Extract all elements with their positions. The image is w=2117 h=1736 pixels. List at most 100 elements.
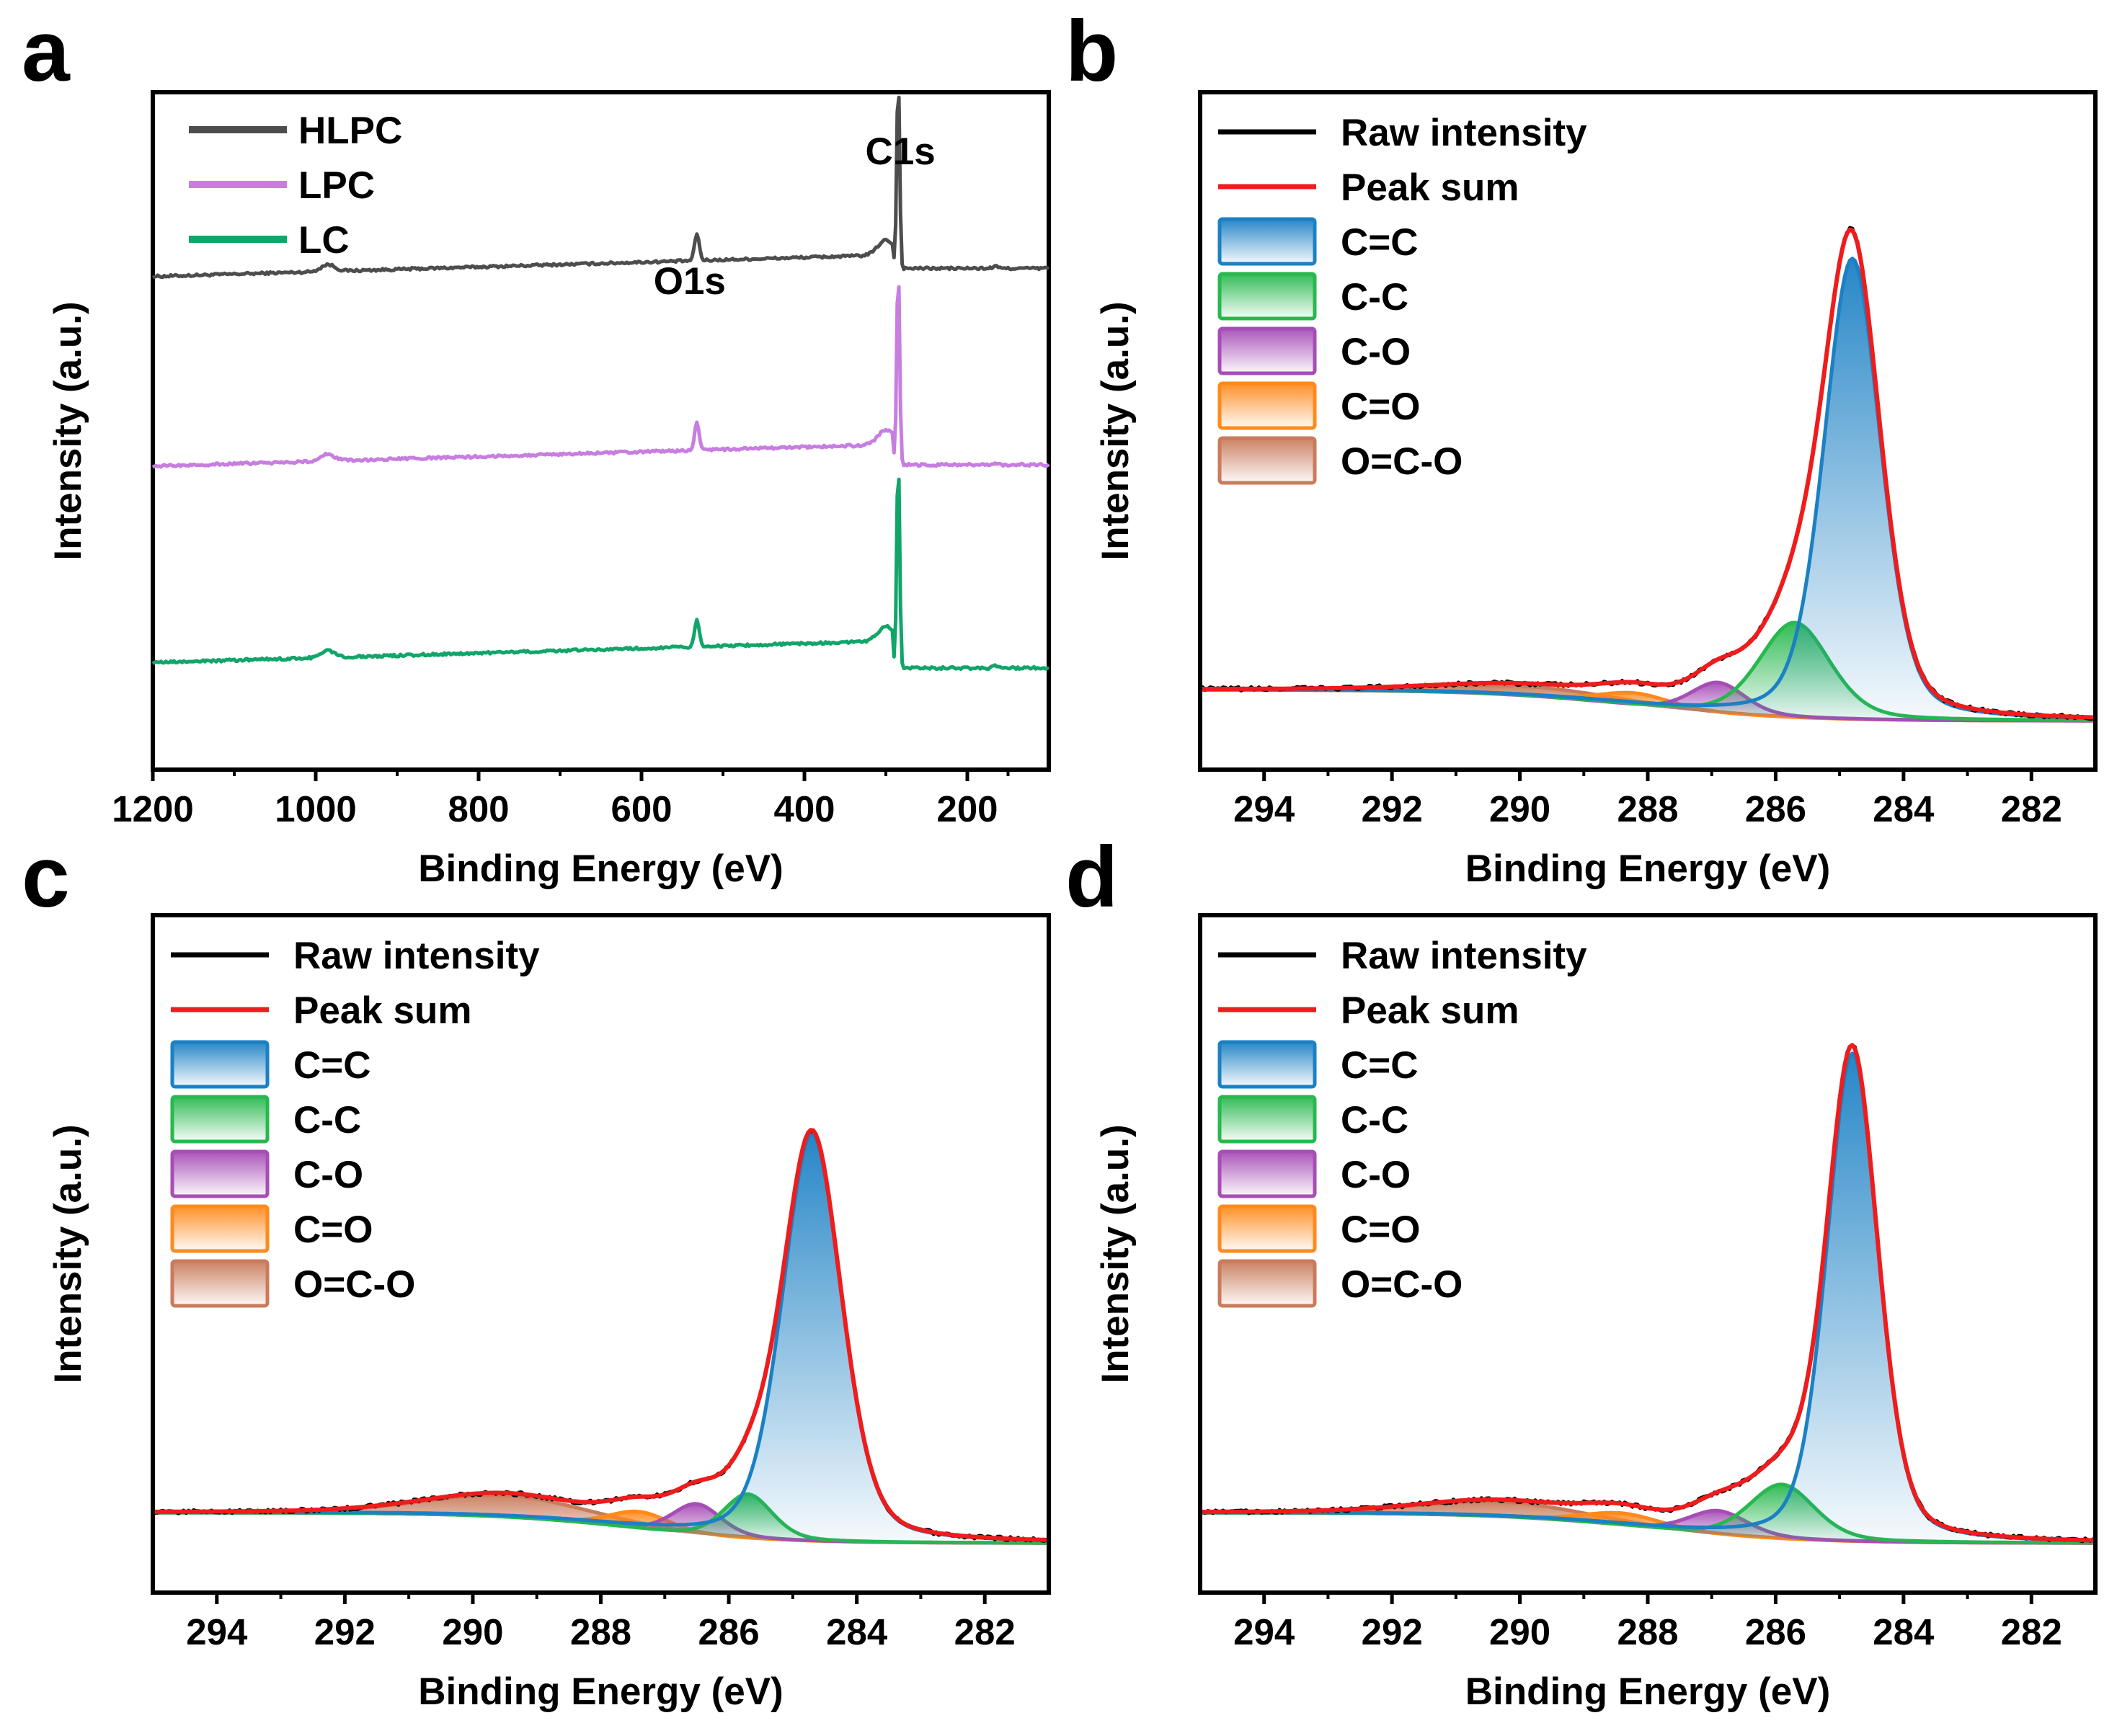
x-tick-label: 292 [314, 1611, 376, 1652]
annotation-o1s: O1s [654, 260, 726, 303]
legend-label-ceqc: C=C [1341, 1044, 1419, 1087]
x-tick-label: 292 [1362, 1611, 1423, 1652]
legend-label-c-c: C-C [293, 1099, 361, 1141]
x-tick-label: 286 [1745, 788, 1806, 829]
series-line-lc [151, 477, 1049, 672]
x-tick-label: 292 [1362, 788, 1423, 829]
x-tick-label: 290 [1489, 788, 1550, 829]
component-line-ceqc [1200, 1051, 2095, 1543]
legend-swatch-ceqc [1217, 217, 1317, 266]
x-tick-label: 200 [936, 788, 998, 829]
x-tick-label: 282 [2001, 788, 2062, 829]
x-tick-label: 284 [1873, 1611, 1935, 1652]
c1s-fit-panel-c: 294 292 290 288 286 284 282 Binding Energy (eV)… [47, 913, 1051, 1713]
legend-label-lc: LC [298, 219, 350, 262]
legend-label-oeqc-o: O=C-O [1341, 1263, 1463, 1306]
peak-sum-line [1200, 1043, 2096, 1543]
panel-letter-a: a [22, 3, 71, 99]
legend-swatch-c-o [1217, 1149, 1317, 1198]
x-tick-label: 284 [1873, 788, 1935, 829]
panel-letter-d: d [1065, 829, 1118, 925]
legend-swatch-c-o [170, 1149, 270, 1198]
x-tick-label: 290 [1489, 1611, 1550, 1652]
panel-letter-c: c [22, 829, 70, 925]
legend-label-ceqc: C=C [1341, 221, 1419, 264]
legend-swatch-oeqc-o [1217, 436, 1317, 485]
legend-label-raw-intensity: Raw intensity [1341, 935, 1587, 977]
legend-swatch-ceqo [1217, 1204, 1317, 1253]
peak-sum-line [1200, 227, 2096, 720]
legend-label-oeqc-o: O=C-O [1341, 440, 1463, 483]
legend-label-peak-sum: Peak sum [293, 989, 471, 1032]
plot-frame [151, 90, 1051, 772]
legend-label-ceqc: C=C [293, 1044, 371, 1087]
legend-swatch-ceqo [170, 1204, 270, 1253]
raw-intensity-line [152, 1128, 1049, 1543]
component-line-ceqc [1200, 257, 2096, 721]
x-tick-label: 290 [442, 1611, 503, 1652]
y-axis-title: Intensity (a.u.) [1094, 301, 1137, 560]
x-tick-label: 400 [773, 788, 835, 829]
legend-label-peak-sum: Peak sum [1341, 989, 1519, 1032]
plot-frame [1198, 913, 2098, 1595]
legend-label-raw-intensity: Raw intensity [293, 935, 540, 977]
x-tick-label: 288 [570, 1611, 631, 1652]
legend-label-c-o: C-O [1341, 331, 1411, 373]
legend-swatch-ceqc [170, 1040, 270, 1089]
x-tick-label: 288 [1617, 788, 1678, 829]
x-axis-title: Binding Energy (eV) [1465, 1670, 1830, 1713]
plot-frame [1198, 90, 2098, 772]
legend-label-ceqo: C=O [293, 1208, 373, 1251]
raw-intensity-line [1199, 1043, 2097, 1544]
x-tick-label: 294 [1233, 788, 1295, 829]
c1s-fit-panel-d: 294 292 290 288 286 284 282 Binding Energy (eV)… [1094, 913, 2098, 1713]
plot-frame [151, 913, 1051, 1595]
survey-spectrum-panel: 1200 1000 800 600 400 200 Binding Energy (eV) I… [47, 90, 1051, 890]
peak-sum-line [153, 1128, 1049, 1542]
raw-intensity-line [1198, 226, 2097, 721]
component-line-ceqc [153, 1133, 1049, 1543]
x-tick-label: 1000 [275, 788, 356, 829]
legend-label-raw-intensity: Raw intensity [1341, 112, 1587, 154]
legend-swatch-c-c [1217, 272, 1317, 321]
component-area-ceqc [1200, 258, 2095, 721]
x-tick-label: 800 [448, 788, 509, 829]
legend-label-hlpc: HLPC [298, 110, 402, 152]
x-tick-label: 284 [826, 1611, 888, 1652]
annotation-c1s: C1s [866, 130, 936, 173]
x-tick-label: 288 [1617, 1611, 1678, 1652]
legend-label-peak-sum: Peak sum [1341, 166, 1519, 209]
legend-label-ceqo: C=O [1341, 386, 1420, 428]
legend-swatch-oeqc-o [1217, 1259, 1317, 1308]
legend-label-c-o: C-O [293, 1154, 363, 1196]
legend-label-c-c: C-C [1341, 276, 1408, 319]
legend-swatch-c-c [1217, 1095, 1317, 1144]
legend-label-c-o: C-O [1341, 1154, 1411, 1196]
x-axis-title: Binding Energy (eV) [418, 847, 783, 890]
x-tick-label: 294 [1233, 1611, 1295, 1652]
legend-swatch-c-o [1217, 326, 1317, 375]
legend-label-ceqo: C=O [1341, 1208, 1420, 1251]
panel-letter-b: b [1065, 3, 1118, 99]
c1s-fit-panel-b: 294 292 290 288 286 284 282 Binding Energy (eV)… [1094, 90, 2098, 890]
x-tick-label: 286 [1745, 1611, 1806, 1652]
x-tick-label: 282 [954, 1611, 1016, 1652]
x-tick-label: 286 [698, 1611, 760, 1652]
y-axis-title: Intensity (a.u.) [47, 1124, 89, 1383]
x-tick-label: 282 [2001, 1611, 2062, 1652]
x-tick-label: 1200 [112, 788, 193, 829]
y-axis-title: Intensity (a.u.) [1094, 1124, 1137, 1383]
legend-swatch-oeqc-o [170, 1259, 270, 1308]
x-axis-title: Binding Energy (eV) [1465, 847, 1830, 890]
series-line-hlpc [151, 95, 1050, 280]
component-area-ceqc [1200, 1053, 2095, 1544]
x-tick-label: 600 [611, 788, 672, 829]
legend-label-lpc: LPC [298, 164, 375, 207]
series-line-lpc [151, 285, 1050, 469]
x-tick-label: 294 [186, 1611, 248, 1652]
legend-swatch-c-c [170, 1095, 270, 1144]
legend-swatch-ceqo [1217, 381, 1317, 430]
legend-label-oeqc-o: O=C-O [293, 1263, 415, 1306]
x-axis-title: Binding Energy (eV) [418, 1670, 783, 1713]
